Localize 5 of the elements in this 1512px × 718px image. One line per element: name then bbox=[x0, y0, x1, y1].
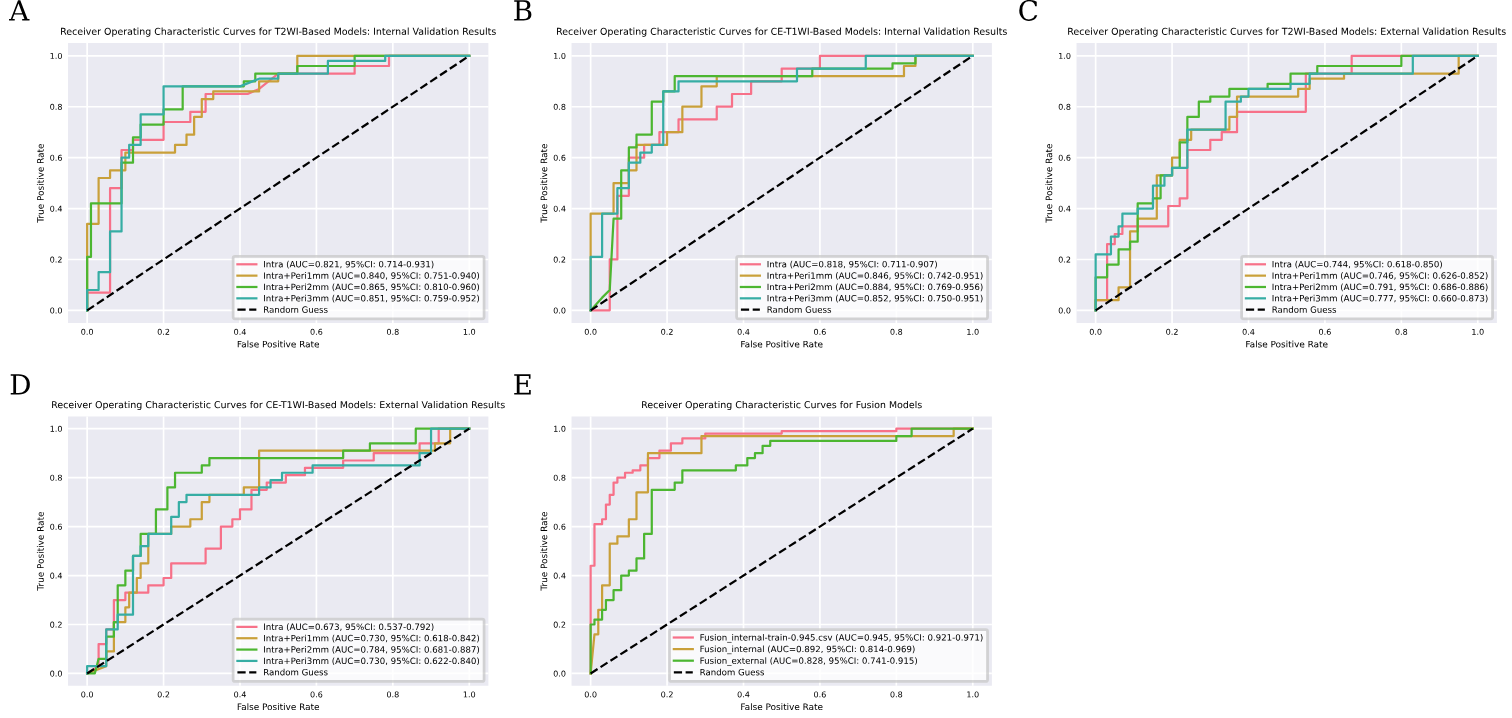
text: E bbox=[514, 374, 531, 395]
text: C bbox=[1019, 0, 1038, 21]
text: D bbox=[10, 374, 30, 395]
text: A bbox=[9, 0, 30, 21]
text: B bbox=[514, 0, 532, 21]
